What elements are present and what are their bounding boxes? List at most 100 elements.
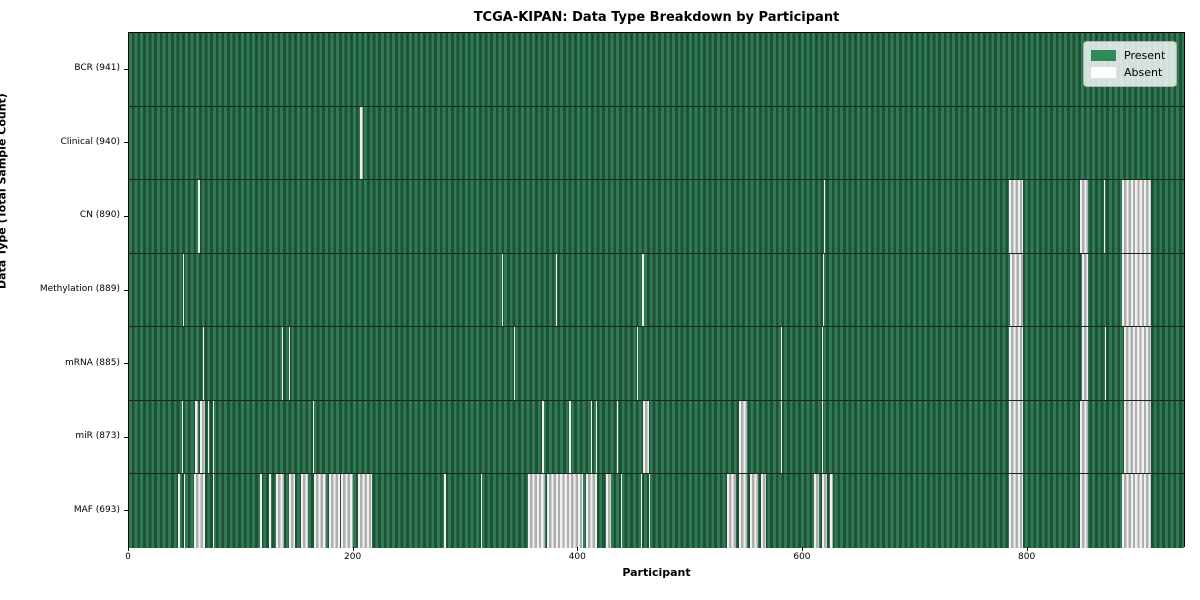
absent-stripe <box>1080 180 1089 253</box>
absent-stripe <box>184 474 186 548</box>
absent-stripe <box>1081 327 1089 400</box>
absent-stripe <box>569 400 571 474</box>
absent-stripe <box>480 474 482 548</box>
absent-stripe <box>1124 327 1152 400</box>
x-tick-label-800: 800 <box>1018 552 1036 562</box>
legend-entry-present: Present <box>1091 47 1168 64</box>
y-tick-mark <box>124 215 128 217</box>
y-tick-label-maf: MAF (693) <box>73 504 120 515</box>
absent-stripe <box>194 474 206 548</box>
heatmap-row-clinical <box>129 106 1184 181</box>
y-tick-mark <box>124 68 128 70</box>
y-tick-label-clinical: Clinical (940) <box>60 136 120 147</box>
x-tick-mark <box>128 547 129 551</box>
absent-stripe <box>1121 474 1152 548</box>
heatmap-row-maf <box>129 474 1184 548</box>
absent-stripe <box>649 474 651 548</box>
absent-stripe <box>780 327 782 400</box>
plot-area <box>128 32 1185 548</box>
present-swatch-icon <box>1091 50 1116 61</box>
legend-label-present: Present <box>1124 49 1166 62</box>
absent-stripe <box>178 474 180 548</box>
y-tick-label-cn: CN (890) <box>79 210 120 221</box>
absent-stripe <box>1124 400 1152 474</box>
absent-stripe <box>546 474 583 548</box>
absent-stripe <box>443 474 446 548</box>
chart-title: TCGA-KIPAN: Data Type Breakdown by Parti… <box>473 10 840 25</box>
absent-stripe <box>288 474 296 548</box>
absent-stripe <box>824 180 826 253</box>
x-tick-label-400: 400 <box>568 552 586 562</box>
absent-stripe <box>822 400 824 474</box>
absent-stripe <box>207 400 209 474</box>
absent-stripe <box>181 400 183 474</box>
absent-stripe <box>360 106 363 180</box>
absent-stripe <box>780 400 782 474</box>
absent-stripe <box>829 474 834 548</box>
absent-stripe <box>1008 400 1024 474</box>
absent-stripe <box>1080 474 1089 548</box>
y-tick-label-mir: miR (873) <box>75 431 120 442</box>
heatmap-row-methylation <box>129 253 1184 328</box>
absent-stripe <box>358 474 372 548</box>
absent-stripe <box>288 327 290 400</box>
absent-stripe <box>616 400 618 474</box>
absent-stripe <box>586 474 598 548</box>
absent-stripe <box>643 400 650 474</box>
y-tick-mark <box>124 142 128 144</box>
absent-stripe <box>260 474 262 548</box>
absent-stripe <box>276 474 284 548</box>
absent-stripe <box>542 400 544 474</box>
absent-stripe <box>213 474 215 548</box>
x-tick-mark <box>801 547 803 551</box>
absent-stripe <box>726 474 736 548</box>
absent-stripe <box>761 474 766 548</box>
absent-stripe <box>822 327 824 400</box>
absent-stripe <box>1104 180 1106 253</box>
absent-stripe <box>1081 253 1089 327</box>
absent-stripe <box>213 400 215 474</box>
absent-stripe <box>738 400 747 474</box>
y-tick-mark <box>124 510 128 512</box>
y-tick-label-bcr: BCR (941) <box>74 63 120 74</box>
absent-stripe <box>314 474 326 548</box>
absent-stripe <box>1008 180 1024 253</box>
absent-stripe <box>313 400 315 474</box>
y-tick-mark <box>124 289 128 291</box>
absent-stripe <box>182 253 185 327</box>
absent-stripe <box>606 474 611 548</box>
absent-stripe <box>738 474 747 548</box>
absent-stripe <box>1008 474 1024 548</box>
x-tick-label-200: 200 <box>344 552 362 562</box>
absent-stripe <box>636 327 638 400</box>
legend-label-absent: Absent <box>1124 66 1163 79</box>
legend: Present Absent <box>1083 41 1177 87</box>
heatmap-row-cn <box>129 180 1184 254</box>
x-tick-mark <box>352 547 354 551</box>
y-tick-label-methylation: Methylation (889) <box>39 284 120 294</box>
absent-stripe <box>300 474 308 548</box>
absent-stripe <box>1121 180 1152 253</box>
absent-stripe <box>555 253 558 327</box>
absent-stripe <box>1080 400 1089 474</box>
absent-stripe <box>341 474 353 548</box>
absent-stripe <box>642 253 644 327</box>
absent-stripe <box>641 474 643 548</box>
x-axis-label: Participant <box>622 566 691 579</box>
absent-stripe <box>620 474 623 548</box>
heatmap-row-bcr <box>129 33 1184 107</box>
heatmap-row-mrna <box>129 327 1184 401</box>
absent-stripe <box>328 474 341 548</box>
y-tick-mark <box>124 363 128 365</box>
absent-stripe <box>823 253 825 327</box>
absent-stripe <box>501 253 504 327</box>
absent-stripe <box>197 180 200 253</box>
y-axis-label: Data Type (Total Sample Count) <box>0 93 9 289</box>
legend-entry-absent: Absent <box>1091 64 1168 81</box>
absent-swatch-icon <box>1091 67 1116 78</box>
absent-stripe <box>822 474 827 548</box>
absent-stripe <box>527 474 545 548</box>
absent-stripe <box>281 327 283 400</box>
x-tick-mark <box>577 547 579 551</box>
